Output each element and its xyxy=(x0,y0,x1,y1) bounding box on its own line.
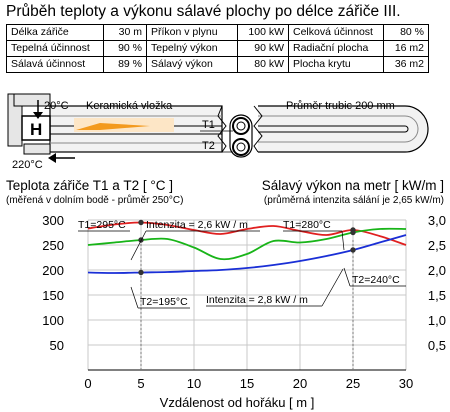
y-right-tick-label: 2,0 xyxy=(428,263,446,278)
spec-label: Celková účinnost xyxy=(288,24,384,41)
spec-label: Příkon v plynu xyxy=(146,24,238,41)
data-point xyxy=(350,229,356,236)
outlet-arrow xyxy=(48,153,75,163)
tube-diameter-label: Průměr trubic 200 mm xyxy=(286,100,395,112)
annotation-t2-at-5: T2=195°C xyxy=(140,296,188,308)
spec-value: 89 % xyxy=(103,56,147,73)
table-row: Sálavá účinnost 89 % Sálavý výkon 80 kW … xyxy=(6,56,429,73)
annotation-intensity-at-5: Intenzita = 2,6 kW / m xyxy=(146,219,248,231)
radiant-tube xyxy=(49,105,227,153)
y-right-tick-label: 3,0 xyxy=(428,213,446,228)
y-left-tick-label: 300 xyxy=(42,213,64,228)
burner-label: H xyxy=(30,120,42,139)
spec-value: 80 % xyxy=(383,24,429,41)
spec-label: Radiační plocha xyxy=(288,40,384,57)
y-right-tick-label: 1,0 xyxy=(428,313,446,328)
chart-subtitle-left: (měřená v dolním bodě - průměr 250°C) xyxy=(6,194,183,206)
table-row: Tepelná účinnost 90 % Tepelný výkon 90 k… xyxy=(6,40,429,57)
y-right-tick-label: 1,5 xyxy=(428,288,446,303)
x-tick-label: 0 xyxy=(84,376,91,391)
chart-title-right: Sálavý výkon na metr [ kW/m ] xyxy=(262,178,444,193)
y-left-tick-label: 50 xyxy=(50,338,64,353)
x-tick-label: 5 xyxy=(137,376,144,391)
spec-value: 100 kW xyxy=(237,24,289,41)
x-tick-label: 25 xyxy=(346,376,360,391)
x-tick-label: 15 xyxy=(240,376,254,391)
annotation-t1-at-25: T1=280°C xyxy=(283,219,331,231)
annotation-intensity-at-25: Intenzita = 2,8 kW / m xyxy=(206,294,308,306)
specs-table: Délka zářiče 30 m Příkon v plynu 100 kW … xyxy=(6,24,429,73)
heater-diagram: T1 T2 H 20°C Keramická vložka Průměr tru… xyxy=(7,93,429,171)
inlet-temp-label: 20°C xyxy=(44,100,69,112)
marker-guides xyxy=(140,240,354,370)
spec-label: Plocha krytu xyxy=(288,56,384,73)
spec-label: Tepelná účinnost xyxy=(6,40,104,57)
y-right-tick-label: 0,5 xyxy=(428,338,446,353)
data-point xyxy=(138,219,144,226)
temperature-power-chart: Teplota zářiče T1 a T2 [ °C ] (měřená v … xyxy=(6,178,446,410)
table-row: Délka zářiče 30 m Příkon v plynu 100 kW … xyxy=(6,24,429,41)
spec-value: 36 m2 xyxy=(383,56,429,73)
x-tick-label: 20 xyxy=(293,376,307,391)
annotation-t2-at-25: T2=240°C xyxy=(352,274,400,286)
y-left-tick-label: 100 xyxy=(42,313,64,328)
spec-label: Tepelný výkon xyxy=(146,40,238,57)
page-title: Průběh teploty a výkonu sálavé plochy po… xyxy=(6,3,401,20)
burner-assembly: H xyxy=(7,93,51,155)
y-left-tick-label: 200 xyxy=(42,263,64,278)
x-axis-label: Vzdálenost od hořáku [ m ] xyxy=(160,395,315,410)
spec-label: Sálavý výkon xyxy=(146,56,238,73)
y-right-tick-label: 2,5 xyxy=(428,238,446,253)
spec-value: 30 m xyxy=(103,24,147,41)
chart-subtitle-right: (průměrná intenzita sálání je 2,65 kW/m) xyxy=(264,194,444,206)
t2-diagram-label: T2 xyxy=(202,140,215,152)
spec-label: Délka zářiče xyxy=(6,24,104,41)
t1-diagram-label: T1 xyxy=(202,119,215,131)
tube-cross-section xyxy=(229,114,253,158)
spec-value: 80 kW xyxy=(237,56,289,73)
markers xyxy=(138,219,356,276)
spec-value: 90 % xyxy=(103,40,147,57)
inlet-arrow xyxy=(33,100,43,119)
data-point xyxy=(138,269,144,276)
axes: 0 5 10 15 20 25 30 300 250 200 150 100 50 3,0 2,5 2,0 1,… xyxy=(42,213,446,391)
spec-value: 90 kW xyxy=(237,40,289,57)
data-point xyxy=(350,247,356,253)
y-left-tick-label: 150 xyxy=(42,288,64,303)
x-tick-label: 10 xyxy=(187,376,201,391)
annotation-t1-at-5: T1=295°C xyxy=(78,219,126,231)
outlet-temp-label: 220°C xyxy=(12,159,43,171)
spec-label: Sálavá účinnost xyxy=(6,56,104,73)
flame-icon xyxy=(76,123,150,130)
spec-value: 16 m2 xyxy=(383,40,429,57)
return-tube xyxy=(253,105,429,153)
x-tick-label: 30 xyxy=(399,376,413,391)
chart-title-left: Teplota zářiče T1 a T2 [ °C ] xyxy=(6,178,173,193)
ceramic-label: Keramická vložka xyxy=(86,100,173,112)
y-left-tick-label: 250 xyxy=(42,238,64,253)
